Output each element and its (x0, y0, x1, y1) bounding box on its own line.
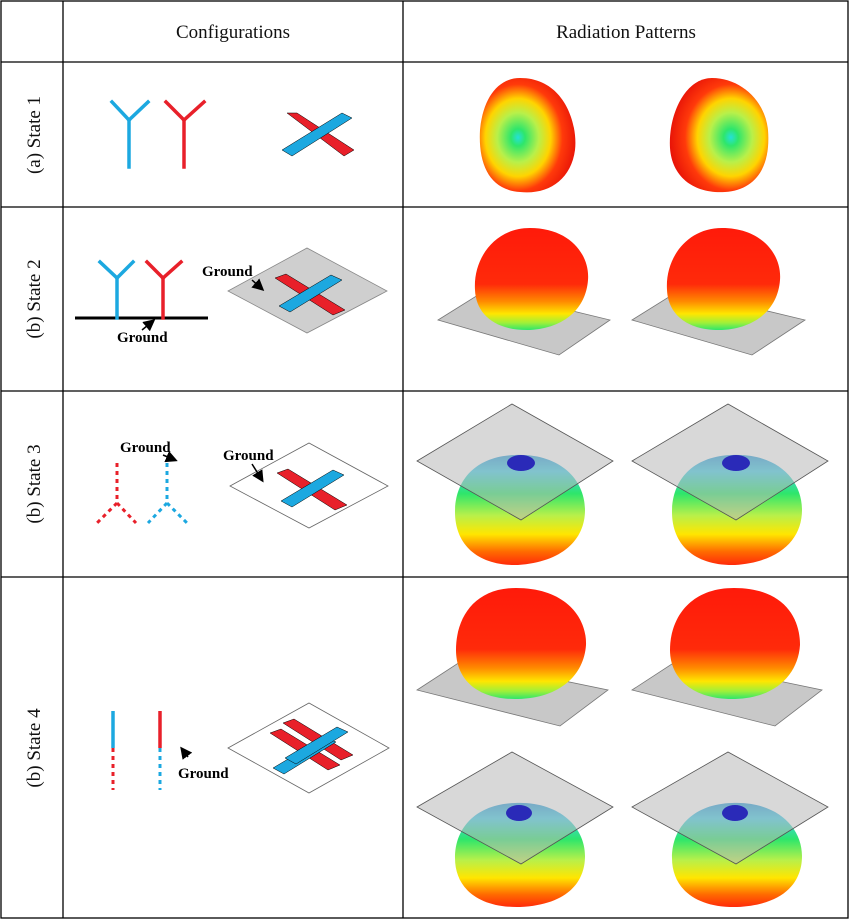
state4-pattern-bottom-right (631, 751, 829, 908)
state1-red-y-antenna (163, 99, 207, 169)
state3-dipole-blue (280, 469, 345, 508)
state2-dipole-blue (278, 274, 343, 313)
state2-ground-label-1: Ground (117, 330, 168, 346)
header-configurations: Configurations (176, 22, 290, 43)
state1-blue-y-antenna (109, 99, 151, 169)
state2-red-y-antenna (144, 259, 184, 320)
state3-pattern-left (416, 403, 614, 566)
state1-crossed-dipole (281, 112, 355, 157)
state3-config: Ground Ground (95, 440, 389, 529)
state2-blue-y-antenna (97, 259, 136, 320)
state2-arrow-1 (141, 319, 156, 332)
state1-pattern-left (479, 78, 576, 193)
state3-pattern-right (631, 403, 829, 566)
state4-config: Ground (111, 702, 390, 794)
state2-ground-label-2: Ground (202, 264, 253, 280)
state3-arrow-2 (251, 463, 264, 483)
state4-pattern-top-right (631, 588, 823, 727)
state2-config: Ground Ground (75, 247, 388, 346)
state4-pattern-bottom-left (416, 751, 614, 908)
state4-pattern-top-left (416, 588, 609, 727)
state1-config (109, 99, 355, 169)
state2-pattern-right (631, 228, 806, 356)
row-label-state-4: (b) State 4 (24, 708, 45, 788)
state4-dipole-blue-2 (284, 726, 349, 765)
state2-arrow-2 (251, 278, 265, 292)
state3-ground-label-1: Ground (120, 440, 171, 456)
row-label-state-1: (a) State 1 (24, 96, 45, 174)
state4-ground-label: Ground (178, 766, 229, 782)
state3-red-dashed-antenna (95, 463, 138, 525)
state4-arrow-1 (180, 746, 193, 760)
state1-pattern-right (669, 78, 769, 193)
state3-ground-label-2: Ground (223, 448, 274, 464)
state2-pattern-left (437, 228, 611, 356)
state3-arrow-1 (162, 451, 178, 463)
row-label-state-3: (b) State 3 (24, 444, 45, 523)
state3-blue-dashed-antenna (146, 463, 189, 525)
header-radiation-patterns: Radiation Patterns (556, 22, 696, 43)
row-label-state-2: (b) State 2 (24, 259, 45, 338)
